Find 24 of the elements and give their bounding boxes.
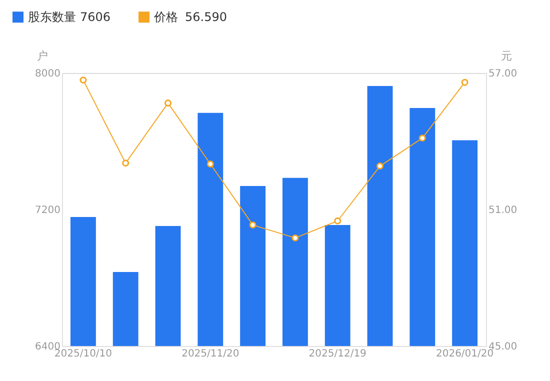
point xyxy=(461,78,468,86)
point xyxy=(376,162,384,170)
x-tick-label: 2026/01/20 xyxy=(436,348,494,360)
y-tick-label: 8000 xyxy=(35,68,60,80)
legend-label: 价格 xyxy=(153,10,178,24)
y2-tick-label: 57.00 xyxy=(488,68,518,80)
point xyxy=(292,234,299,242)
text: 7606 xyxy=(80,10,111,24)
y-tick-label: 7200 xyxy=(35,205,60,216)
x-tick-label: 2025/11/20 xyxy=(182,348,240,360)
x-tick-label: 2025/10/10 xyxy=(54,348,112,360)
point xyxy=(334,217,342,224)
y2-tick-label: 51.00 xyxy=(488,205,518,216)
x-tick-label: 2025/12/19 xyxy=(308,348,366,360)
point xyxy=(418,134,426,142)
y-axis-title: 户 xyxy=(37,50,48,62)
point xyxy=(249,221,256,228)
point xyxy=(206,160,214,168)
text: 56.590 xyxy=(185,10,227,24)
point xyxy=(122,160,130,167)
point xyxy=(164,100,172,107)
point xyxy=(80,76,87,84)
legend-label: 股东数量 xyxy=(28,10,76,24)
y2-axis-title: 元 xyxy=(501,50,512,62)
